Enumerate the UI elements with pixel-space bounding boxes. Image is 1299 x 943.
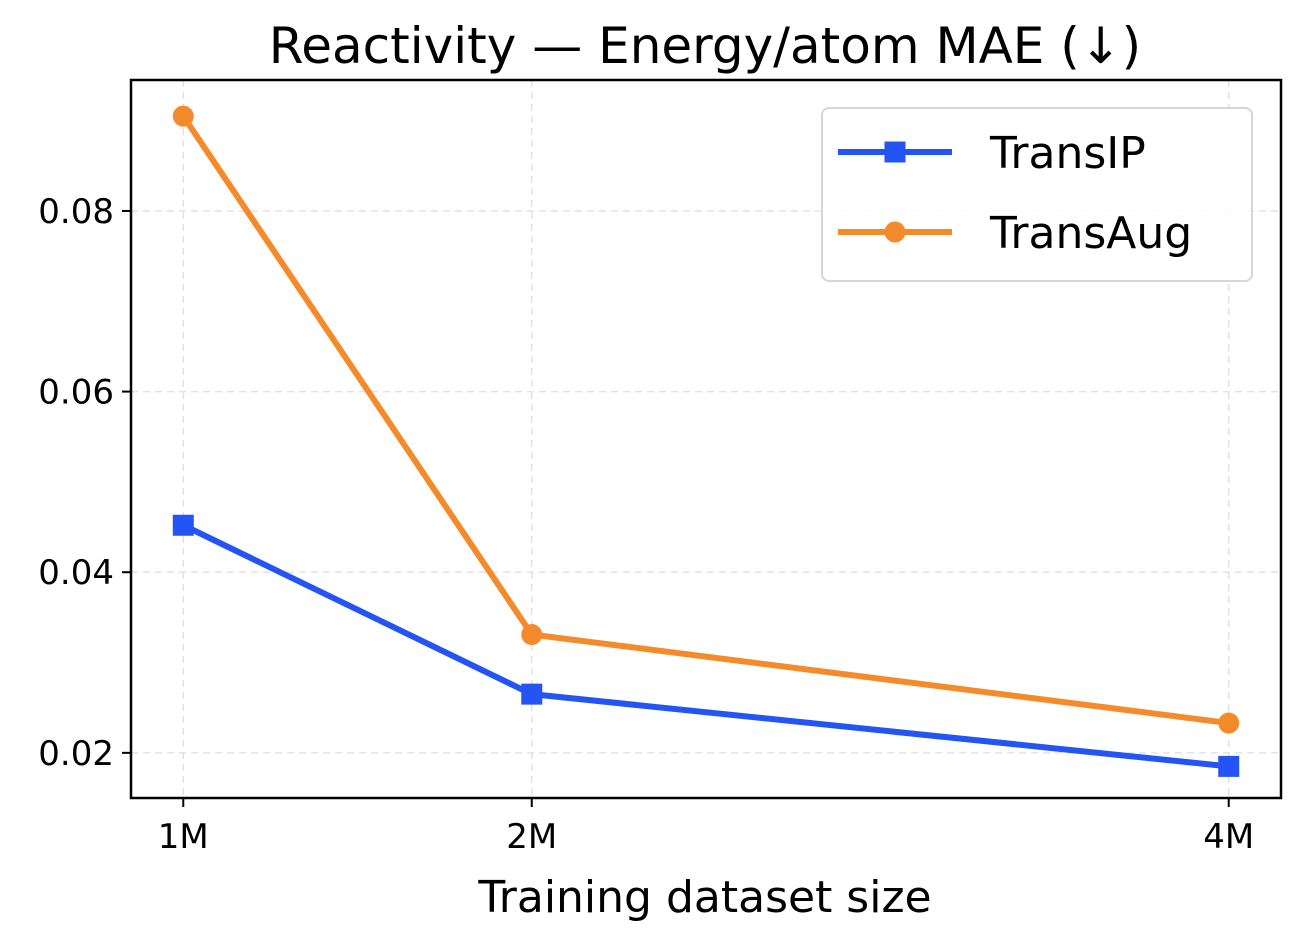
x-tick-label: 4M bbox=[1203, 817, 1254, 857]
data-point-transaug bbox=[1218, 712, 1240, 734]
data-point-transip bbox=[521, 683, 543, 705]
legend-label-transaug: TransAug bbox=[989, 208, 1192, 259]
axis-ticks: 1M 2M 4M 0.02 0.04 0.06 0.08 bbox=[38, 192, 1254, 857]
plot-area-frame bbox=[129, 78, 1283, 800]
data-point-transip bbox=[172, 514, 194, 536]
series-layer bbox=[172, 105, 1240, 777]
chart-title: Reactivity — Energy/atom MAE (↓) bbox=[269, 17, 1141, 75]
x-tick-label: 2M bbox=[506, 817, 557, 857]
y-tick-label: 0.04 bbox=[38, 553, 114, 593]
data-point-transip bbox=[1218, 755, 1240, 777]
data-point-transaug bbox=[172, 105, 194, 127]
y-tick-label: 0.08 bbox=[38, 192, 114, 232]
y-tick-label: 0.06 bbox=[38, 373, 114, 413]
x-axis-label: Training dataset size bbox=[477, 872, 931, 923]
legend-marker-transip bbox=[884, 141, 906, 163]
legend-label-transip: TransIP bbox=[989, 128, 1146, 179]
series-line-transip bbox=[180, 522, 1232, 770]
legend: TransIP TransAug bbox=[821, 107, 1253, 282]
x-tick-label: 1M bbox=[158, 817, 209, 857]
y-tick-label: 0.02 bbox=[38, 734, 114, 774]
legend-marker-transaug bbox=[884, 221, 906, 243]
data-point-transaug bbox=[521, 624, 543, 646]
